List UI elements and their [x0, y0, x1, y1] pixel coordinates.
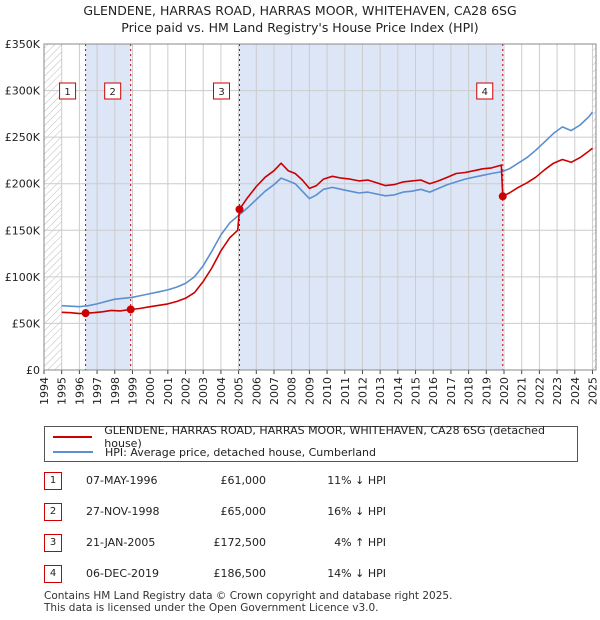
x-tick-label: 2000 — [144, 377, 157, 405]
sale-marker-box — [213, 82, 230, 100]
sale-date: 27-NOV-1998 — [86, 505, 160, 518]
x-tick-label: 2017 — [445, 377, 458, 405]
sale-row: 2 27-NOV-1998 £65,000 16% ↓ HPI — [44, 503, 584, 534]
y-tick-label: £150K — [5, 224, 41, 237]
x-tick-label: 2025 — [586, 377, 599, 405]
sale-row: 3 21-JAN-2005 £172,500 4% ↑ HPI — [44, 534, 584, 565]
y-tick-label: £250K — [5, 131, 41, 144]
legend-label-property: GLENDENE, HARRAS ROAD, HARRAS MOOR, WHIT… — [104, 424, 545, 450]
y-tick-label: £300K — [5, 85, 41, 98]
sale-price: £65,000 — [220, 505, 267, 518]
sale-price: £61,000 — [220, 474, 267, 487]
x-tick-label: 1995 — [56, 377, 69, 405]
sales-table: 1 07-MAY-1996 £61,000 11% ↓ HPI 2 27-NOV… — [44, 472, 584, 596]
chart-legend: GLENDENE, HARRAS ROAD, HARRAS MOOR, WHIT… — [44, 424, 578, 462]
sale-hpi-diff: 16% ↓ HPI — [327, 505, 386, 518]
y-tick-label: £200K — [5, 178, 41, 191]
sale-point — [235, 205, 244, 214]
price-chart: 1 2 3 4 £0 £50K £100K £150K £200K £250K £300K £350… — [5, 38, 600, 405]
sale-marker-label: 1 — [64, 87, 70, 98]
sale-hpi-diff: 14% ↓ HPI — [327, 567, 386, 580]
x-tick-label: 1994 — [38, 377, 51, 405]
sale-row: 1 07-MAY-1996 £61,000 11% ↓ HPI — [44, 472, 584, 503]
y-tick-label: £100K — [5, 271, 41, 284]
x-tick-label: 1999 — [126, 377, 139, 405]
x-tick-label: 2008 — [286, 377, 299, 405]
footer-licence: This data is licensed under the Open Gov… — [44, 602, 379, 614]
legend-line-property — [53, 436, 93, 438]
x-tick-label: 1996 — [73, 377, 86, 405]
x-tick-label: 2024 — [569, 377, 582, 405]
x-tick-label: 2012 — [356, 377, 369, 405]
sale-row: 4 06-DEC-2019 £186,500 14% ↓ HPI — [44, 565, 584, 596]
sale-marker-label: 4 — [482, 87, 488, 98]
x-tick-label: 2011 — [339, 377, 352, 405]
no-data-hatch — [592, 44, 596, 370]
sale-date: 21-JAN-2005 — [86, 536, 156, 549]
sale-point — [126, 305, 135, 314]
sale-point — [498, 192, 507, 201]
x-tick-label: 2005 — [233, 377, 246, 405]
x-tick-label: 2001 — [162, 377, 175, 405]
x-tick-label: 2016 — [427, 377, 440, 405]
plot-frame — [43, 43, 597, 371]
sale-marker-box — [476, 82, 494, 100]
y-tick-label: £350K — [5, 38, 41, 51]
x-tick-label: 2010 — [321, 377, 334, 405]
chart-subtitle: Price paid vs. HM Land Registry's House … — [121, 20, 479, 35]
sale-marker-box — [59, 82, 77, 100]
sale-marker: 3 — [44, 534, 62, 552]
x-tick-label: 2022 — [533, 377, 546, 405]
x-tick-label: 2019 — [480, 377, 493, 405]
legend-item-property: GLENDENE, HARRAS ROAD, HARRAS MOOR, WHIT… — [53, 424, 577, 450]
chart-title: GLENDENE, HARRAS ROAD, HARRAS MOOR, WHIT… — [83, 3, 517, 18]
x-tick-label: 2020 — [498, 377, 511, 405]
hpi-series-line — [61, 111, 594, 308]
x-tick-label: 1998 — [109, 377, 122, 405]
no-data-hatch — [44, 44, 62, 370]
sale-marker-label: 2 — [110, 87, 116, 98]
y-tick-label: £0 — [26, 364, 40, 377]
x-tick-label: 2002 — [180, 377, 193, 405]
x-tick-label: 2004 — [215, 377, 228, 405]
sale-price: £172,500 — [213, 536, 267, 549]
x-tick-label: 2013 — [374, 377, 387, 405]
sale-marker: 4 — [44, 565, 62, 583]
x-tick-label: 2014 — [392, 377, 405, 405]
footer: Contains HM Land Registry data © Crown c… — [44, 590, 452, 614]
sale-marker-label: 3 — [218, 87, 224, 98]
legend-item-hpi: HPI: Average price, detached house, Cumb… — [53, 445, 376, 459]
x-tick-label: 2003 — [197, 377, 210, 405]
legend-line-hpi — [53, 451, 93, 453]
sale-marker-box — [104, 82, 122, 100]
y-tick-label: £50K — [12, 317, 41, 330]
chart-title-block: GLENDENE, HARRAS ROAD, HARRAS MOOR, WHIT… — [0, 2, 600, 36]
sale-date: 07-MAY-1996 — [86, 474, 158, 487]
sale-hpi-diff: 11% ↓ HPI — [327, 474, 386, 487]
x-tick-label: 1997 — [91, 377, 104, 405]
x-tick-label: 2015 — [410, 377, 423, 405]
legend-label-hpi: HPI: Average price, detached house, Cumb… — [105, 445, 377, 459]
ownership-period-shade — [239, 44, 503, 370]
footer-copyright: Contains HM Land Registry data © Crown c… — [44, 590, 453, 602]
x-tick-label: 2023 — [551, 377, 564, 405]
sale-hpi-diff: 4% ↑ HPI — [334, 536, 386, 549]
x-tick-label: 2007 — [268, 377, 281, 405]
sale-marker: 2 — [44, 503, 62, 521]
sale-point — [81, 309, 90, 318]
x-tick-label: 2009 — [303, 377, 316, 405]
x-tick-label: 2018 — [463, 377, 476, 405]
x-tick-label: 2021 — [516, 377, 529, 405]
sale-price: £186,500 — [213, 567, 267, 580]
x-tick-label: 2006 — [250, 377, 263, 405]
sale-date: 06-DEC-2019 — [86, 567, 160, 580]
sale-marker: 1 — [44, 472, 62, 490]
